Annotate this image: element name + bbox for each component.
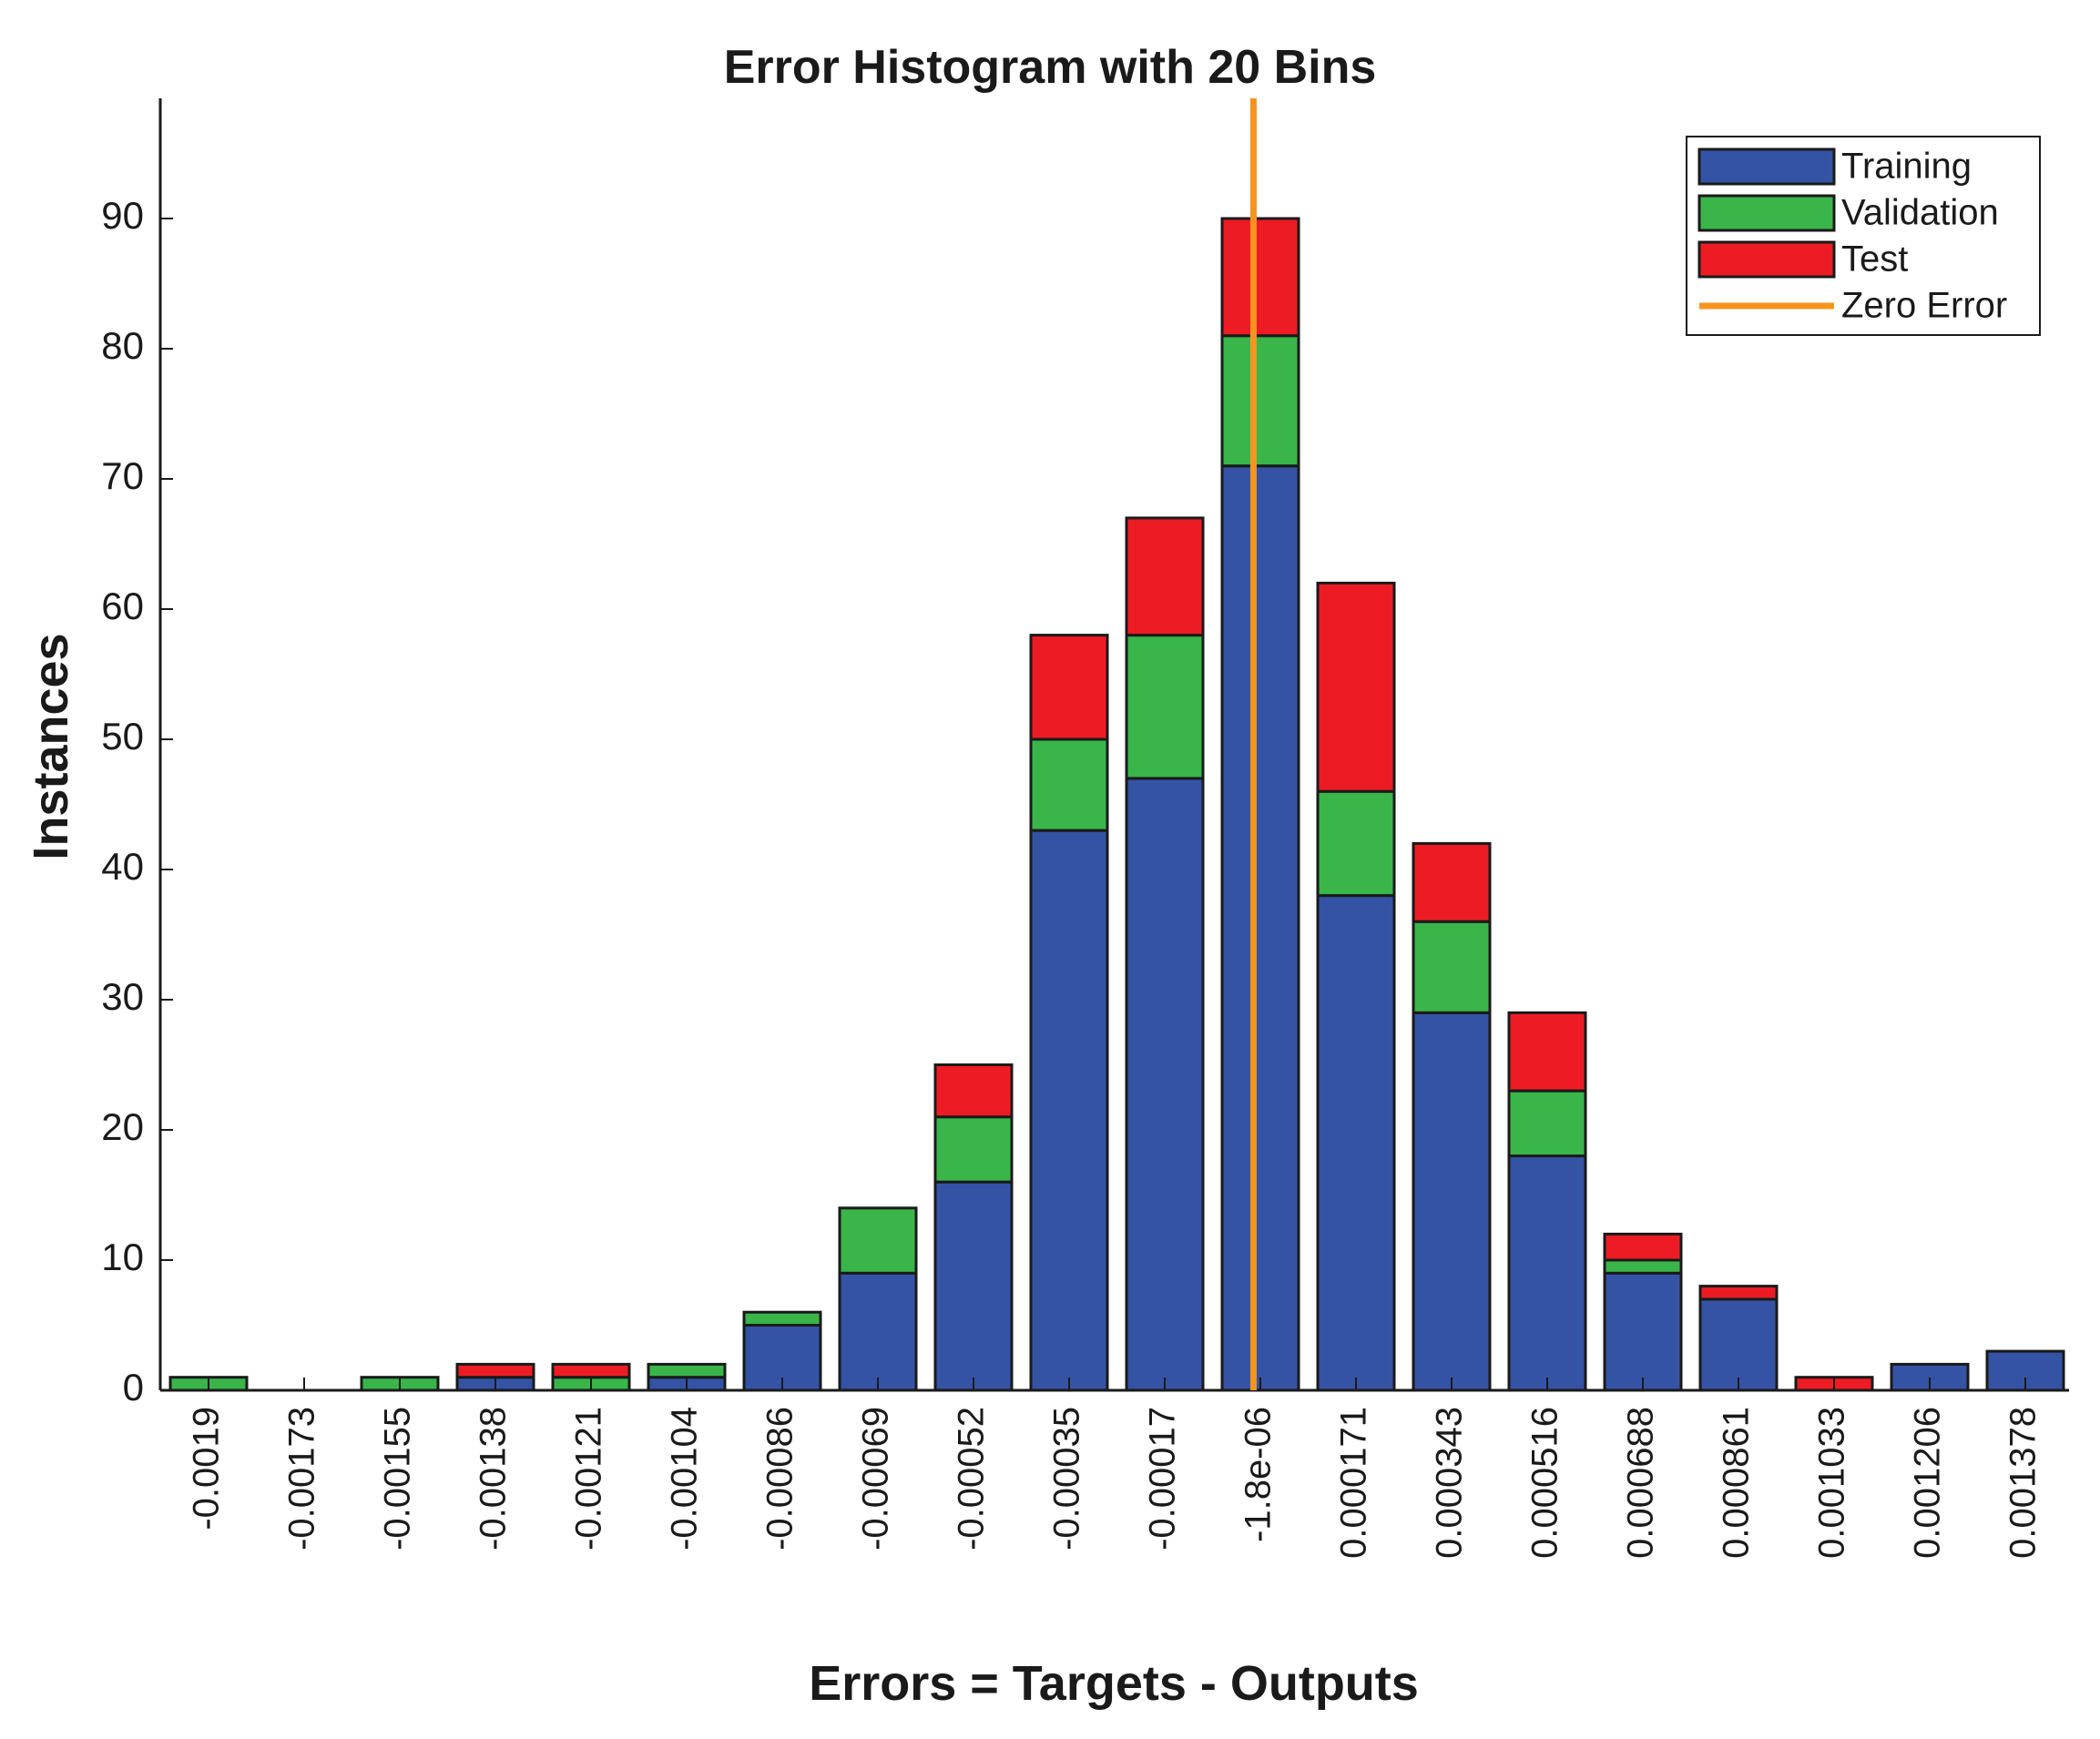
x-tick-label: 0.000688 [1621,1407,1661,1559]
bar-segment-validation [1507,1089,1587,1158]
x-tick-label: -0.00121 [569,1407,609,1551]
bar-segment-training [1316,894,1396,1392]
bar-segment-training [1125,777,1205,1392]
y-tick-label: 50 [101,715,144,758]
legend-label: Zero Error [1841,286,2007,326]
legend-label: Test [1841,239,1908,280]
bar-segment-test [455,1362,535,1379]
y-tick-label: 30 [101,975,144,1018]
bar-segment-training [933,1180,1014,1392]
y-tick-label: 0 [123,1366,144,1408]
legend-swatch-training [1697,147,1836,186]
bar-segment-validation [1316,789,1396,898]
x-tick-label: -0.00173 [282,1407,322,1551]
x-tick-label: 0.001033 [1812,1407,1852,1559]
bar-segment-validation [1603,1258,1683,1275]
chart-title: Error Histogram with 20 Bins [723,41,1377,94]
bar-segment-training [1507,1154,1587,1392]
x-tick-label: 0.000343 [1430,1407,1470,1559]
x-axis-label: Errors = Targets - Outputs [809,1656,1419,1711]
legend-label: Training [1841,147,1972,187]
bar-segment-test [1507,1011,1587,1093]
x-tick-label: 0.001206 [1908,1407,1948,1559]
x-tick-label: -0.00035 [1047,1407,1087,1551]
bar-segment-training [838,1271,918,1392]
bar-segment-test [1029,634,1109,741]
legend-label: Validation [1841,193,1999,233]
bar-segment-validation [933,1115,1014,1184]
x-tick-label: -0.00104 [665,1407,705,1551]
bar-segment-test [1698,1285,1779,1301]
x-tick-label: -0.00138 [474,1407,514,1551]
x-tick-label: 0.001378 [2003,1407,2044,1559]
bar-segment-test [1412,841,1492,923]
y-tick-label: 20 [101,1105,144,1148]
y-tick-label: 70 [101,454,144,497]
legend-swatch-test [1697,240,1836,279]
bar-segment-validation [1029,737,1109,832]
bar-segment-test [551,1362,631,1379]
legend: Training Validation Test Zero Error [1686,136,2041,336]
bar-segment-test [1125,516,1205,637]
bar-segment-validation [1220,334,1300,468]
bar-segment-validation [1125,634,1205,780]
bar-segment-test [1220,217,1300,338]
axes-group: 0 10 20 30 40 50 60 70 80 90 [101,98,2069,1408]
x-tick-label: 0.000861 [1717,1407,1757,1559]
y-tick-label: 10 [101,1236,144,1278]
x-tick-label: -0.00086 [760,1407,800,1551]
bar-segment-validation [647,1362,727,1379]
bar-segment-training [1698,1297,1779,1392]
bar-segment-test [933,1063,1014,1119]
bar-segment-validation [742,1310,822,1327]
x-tick-label: 0.000516 [1525,1407,1565,1559]
bars-group: -0.0019 -0.00173 -0.00155 -0.00138 -0.00121 -… [168,217,2065,1559]
bar-segment-training [1220,464,1300,1392]
bar-segment-training [1412,1011,1492,1392]
bar-segment-training [1603,1271,1683,1392]
x-tick-label: -0.0019 [187,1407,227,1531]
x-tick-label: -0.00052 [952,1407,992,1551]
y-tick-label: 80 [101,324,144,367]
x-tick-label: -0.00155 [378,1407,418,1551]
y-tick-label: 40 [101,845,144,888]
bar-segment-test [1316,581,1396,793]
bar-segment-validation [1412,920,1492,1014]
x-tick-label: -0.00017 [1143,1407,1183,1551]
y-tick-label: 60 [101,585,144,627]
x-tick-label: -0.00069 [856,1407,896,1551]
x-tick-label: 0.000171 [1334,1407,1374,1559]
bar-segment-training [1029,829,1109,1392]
legend-swatch-validation [1697,194,1836,232]
y-tick-label: 90 [101,194,144,237]
bar-segment-test [1603,1232,1683,1262]
x-tick-label: -1.8e-06 [1239,1407,1279,1542]
bar-segment-validation [838,1206,918,1275]
